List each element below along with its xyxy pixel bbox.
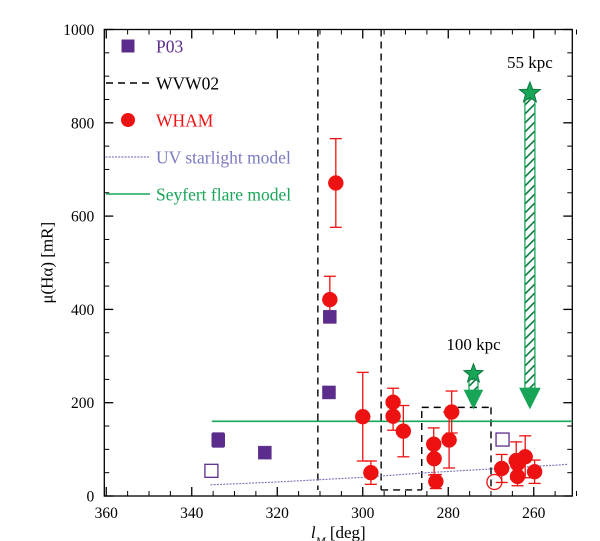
svg-text:200: 200: [71, 395, 95, 412]
svg-text:P03: P03: [156, 37, 183, 57]
svg-text:280: 280: [437, 505, 461, 522]
svg-text:1000: 1000: [63, 22, 94, 39]
svg-text:100 kpc: 100 kpc: [446, 335, 501, 354]
svg-text:Seyfert flare model: Seyfert flare model: [156, 185, 291, 205]
svg-text:320: 320: [266, 505, 290, 522]
svg-text:0: 0: [87, 489, 95, 506]
svg-text:400: 400: [71, 302, 95, 319]
svg-text:800: 800: [71, 115, 95, 132]
svg-text:lM [deg]: lM [deg]: [311, 523, 366, 541]
svg-text:600: 600: [71, 209, 95, 226]
svg-text:UV starlight model: UV starlight model: [156, 148, 291, 168]
svg-text:55 kpc: 55 kpc: [507, 53, 553, 72]
svg-text:340: 340: [180, 505, 204, 522]
svg-text:WHAM: WHAM: [156, 111, 214, 131]
svg-text:300: 300: [351, 505, 375, 522]
svg-text:WVW02: WVW02: [156, 74, 219, 94]
svg-text:μ(Hα) [mR]: μ(Hα) [mR]: [37, 222, 56, 304]
svg-text:360: 360: [95, 505, 119, 522]
svg-text:260: 260: [522, 505, 546, 522]
